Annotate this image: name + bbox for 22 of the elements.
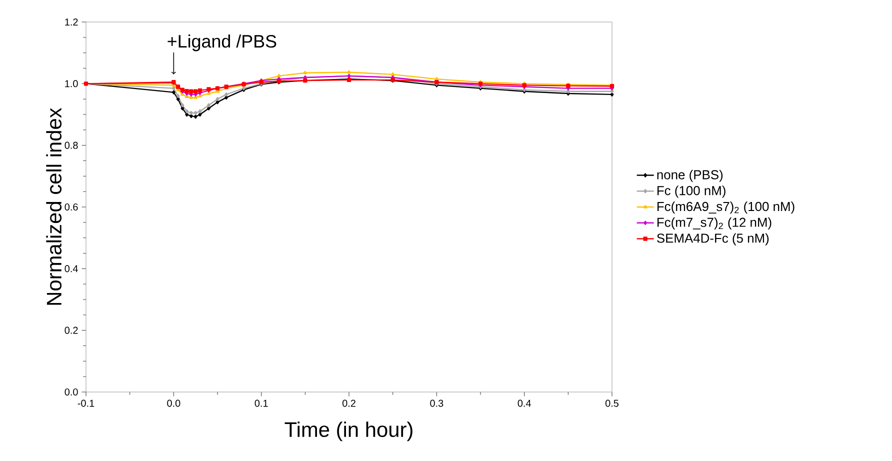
x-tick-label: 0.1 [254, 400, 268, 407]
legend-label: none (PBS) [657, 170, 723, 182]
y-tick-label: 1.0 [65, 80, 78, 88]
x-tick-label: 0.3 [430, 400, 444, 407]
legend-label: Fc (100 nM) [657, 186, 726, 198]
x-tick-label: 0.5 [605, 400, 619, 407]
y-tick-label: 0.2 [64, 326, 78, 334]
y-tick-label: 0.4 [64, 265, 78, 272]
x-tick-label: 0.2 [342, 400, 356, 407]
y-axis-title: Normalized cell index [46, 108, 62, 305]
y-tick-label: 0.8 [64, 142, 78, 149]
y-tick-label: 1.2 [65, 18, 78, 26]
legend-label: Fc(m7_s7)$_{2}$ (12 nM) [657, 217, 772, 230]
y-tick-label: 0.0 [64, 388, 78, 396]
x-tick-label: 0.4 [518, 400, 531, 407]
x-tick-label: -0.1 [78, 400, 94, 407]
annotation: +Ligand /PBS [168, 34, 276, 52]
y-tick-label: 0.6 [64, 203, 78, 211]
x-tick-label: 0.0 [167, 400, 180, 407]
legend-label: Fc(m6A9_s7)$_{2}$ (100 nM) [657, 202, 794, 214]
x-axis-title: Time (in hour) [284, 422, 412, 442]
legend-label: SEMA4D-Fc (5 nM) [657, 233, 769, 246]
